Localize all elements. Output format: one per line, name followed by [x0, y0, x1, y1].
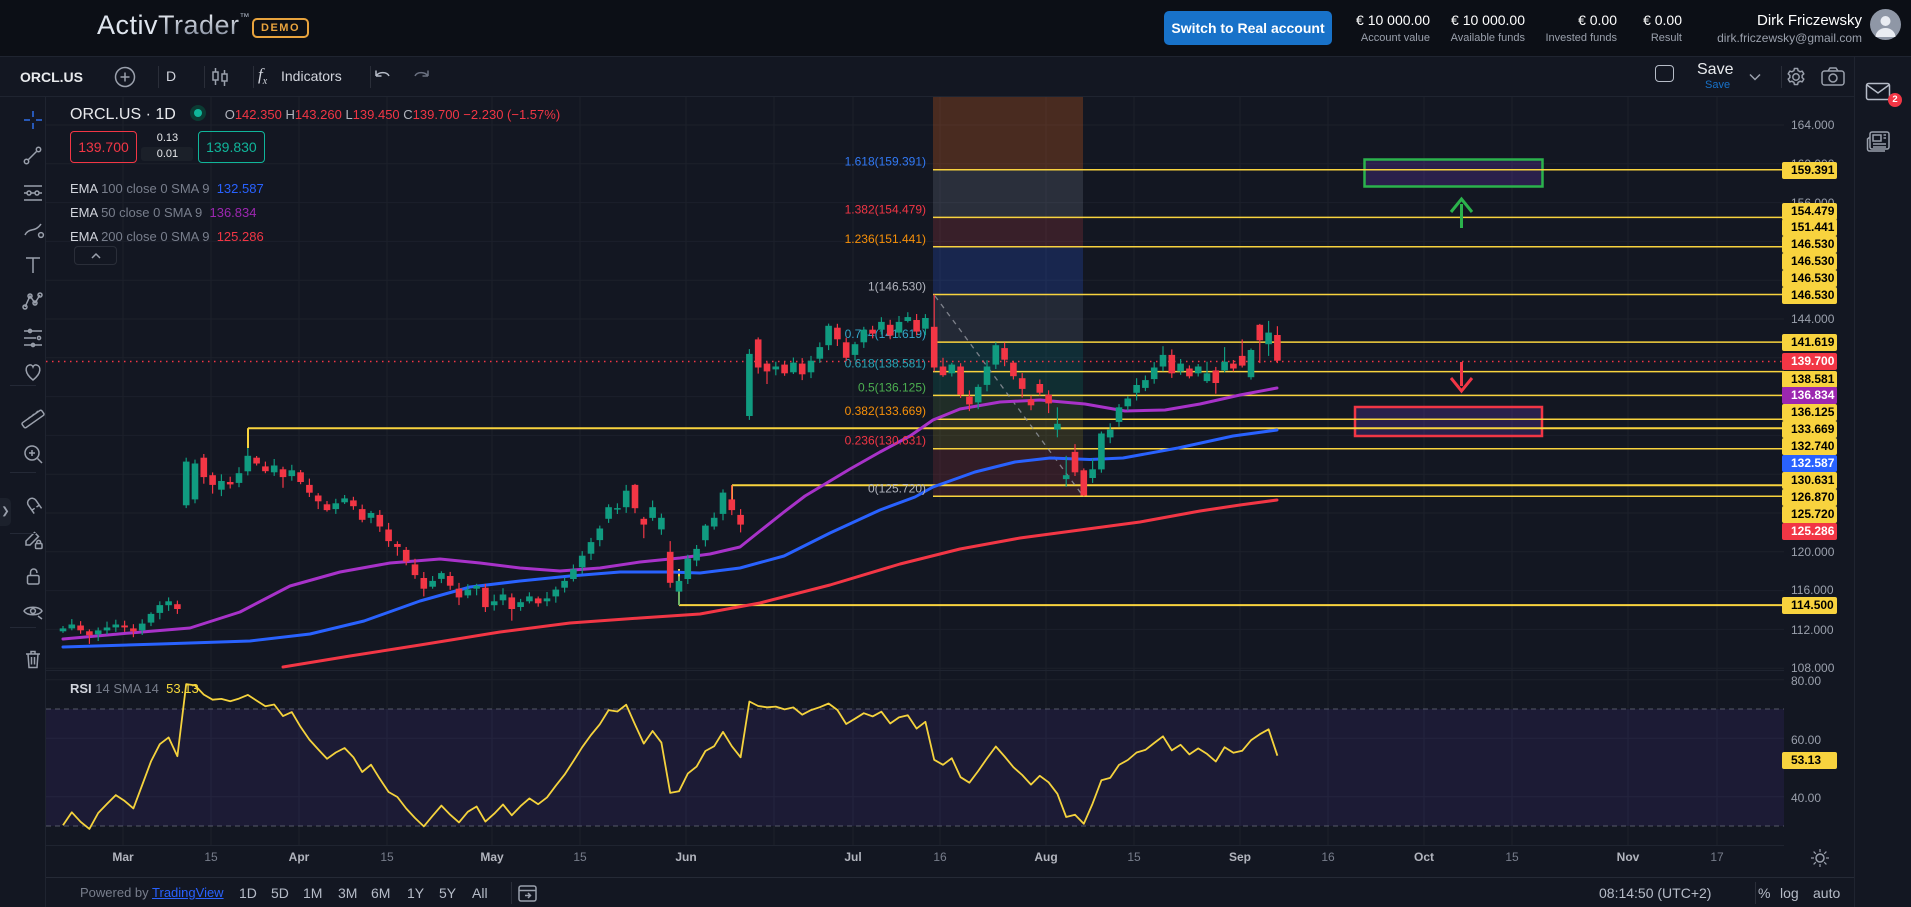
svg-text:0(125.720): 0(125.720) — [868, 481, 926, 495]
svg-text:0.618(138.581): 0.618(138.581) — [845, 357, 926, 371]
svg-text:0.5(136.125): 0.5(136.125) — [858, 380, 926, 394]
svg-text:1.236(151.441): 1.236(151.441) — [845, 232, 926, 246]
svg-text:1.382(154.479): 1.382(154.479) — [845, 202, 926, 216]
svg-text:1(146.530): 1(146.530) — [868, 280, 926, 294]
svg-text:0.236(130.631): 0.236(130.631) — [845, 434, 926, 448]
svg-text:1.618(159.391): 1.618(159.391) — [845, 155, 926, 169]
svg-text:0.382(133.669): 0.382(133.669) — [845, 404, 926, 418]
